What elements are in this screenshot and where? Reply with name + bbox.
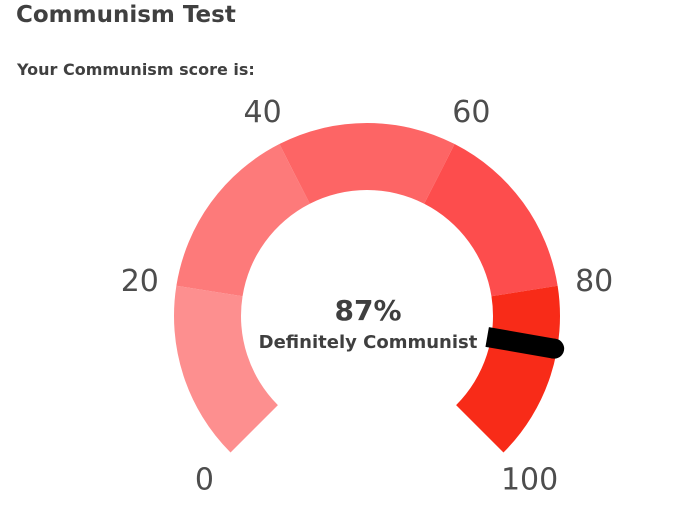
gauge-segment-3 <box>279 122 455 204</box>
gauge-needle-group <box>485 327 565 359</box>
gauge-segment-5 <box>456 285 560 453</box>
page-title: Communism Test <box>16 2 236 28</box>
gauge-ticks: 0 20 40 60 80 100 <box>121 95 614 498</box>
score-verdict: Definitely Communist <box>258 332 478 353</box>
gauge-needle-tip <box>544 338 565 359</box>
gauge-tick-0: 0 <box>195 463 214 498</box>
score-value: 87% <box>334 294 402 327</box>
gauge-segments <box>174 122 560 453</box>
gauge-tick-60: 60 <box>452 95 490 130</box>
gauge-tick-40: 40 <box>244 95 282 130</box>
gauge-segment-1 <box>174 285 278 453</box>
score-label: Your Communism score is: <box>17 60 255 79</box>
gauge-needle <box>485 327 556 359</box>
gauge-segment-4 <box>424 144 558 297</box>
gauge-tick-80: 80 <box>575 264 613 299</box>
gauge-tick-20: 20 <box>121 264 159 299</box>
gauge-segment-2 <box>176 144 310 297</box>
gauge-tick-100: 100 <box>501 463 558 498</box>
